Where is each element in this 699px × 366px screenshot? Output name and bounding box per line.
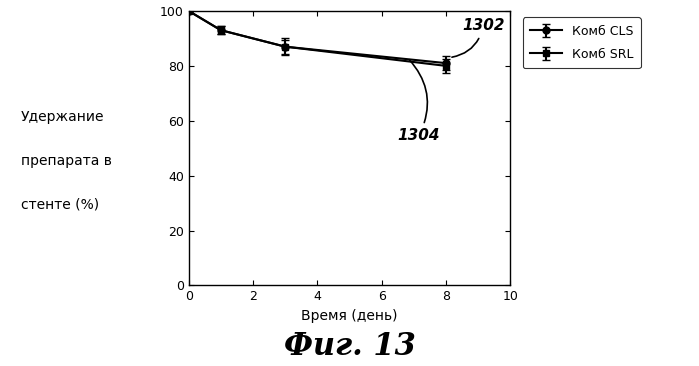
Text: 1304: 1304	[398, 60, 440, 143]
Text: 1302: 1302	[452, 18, 505, 57]
Text: Фиг. 13: Фиг. 13	[284, 331, 415, 362]
X-axis label: Время (день): Время (день)	[301, 309, 398, 323]
Text: препарата в: препарата в	[21, 154, 112, 168]
Text: Удержание: Удержание	[21, 110, 104, 124]
Legend: Комб CLS, Комб SRL: Комб CLS, Комб SRL	[523, 17, 641, 68]
Text: стенте (%): стенте (%)	[21, 198, 99, 212]
